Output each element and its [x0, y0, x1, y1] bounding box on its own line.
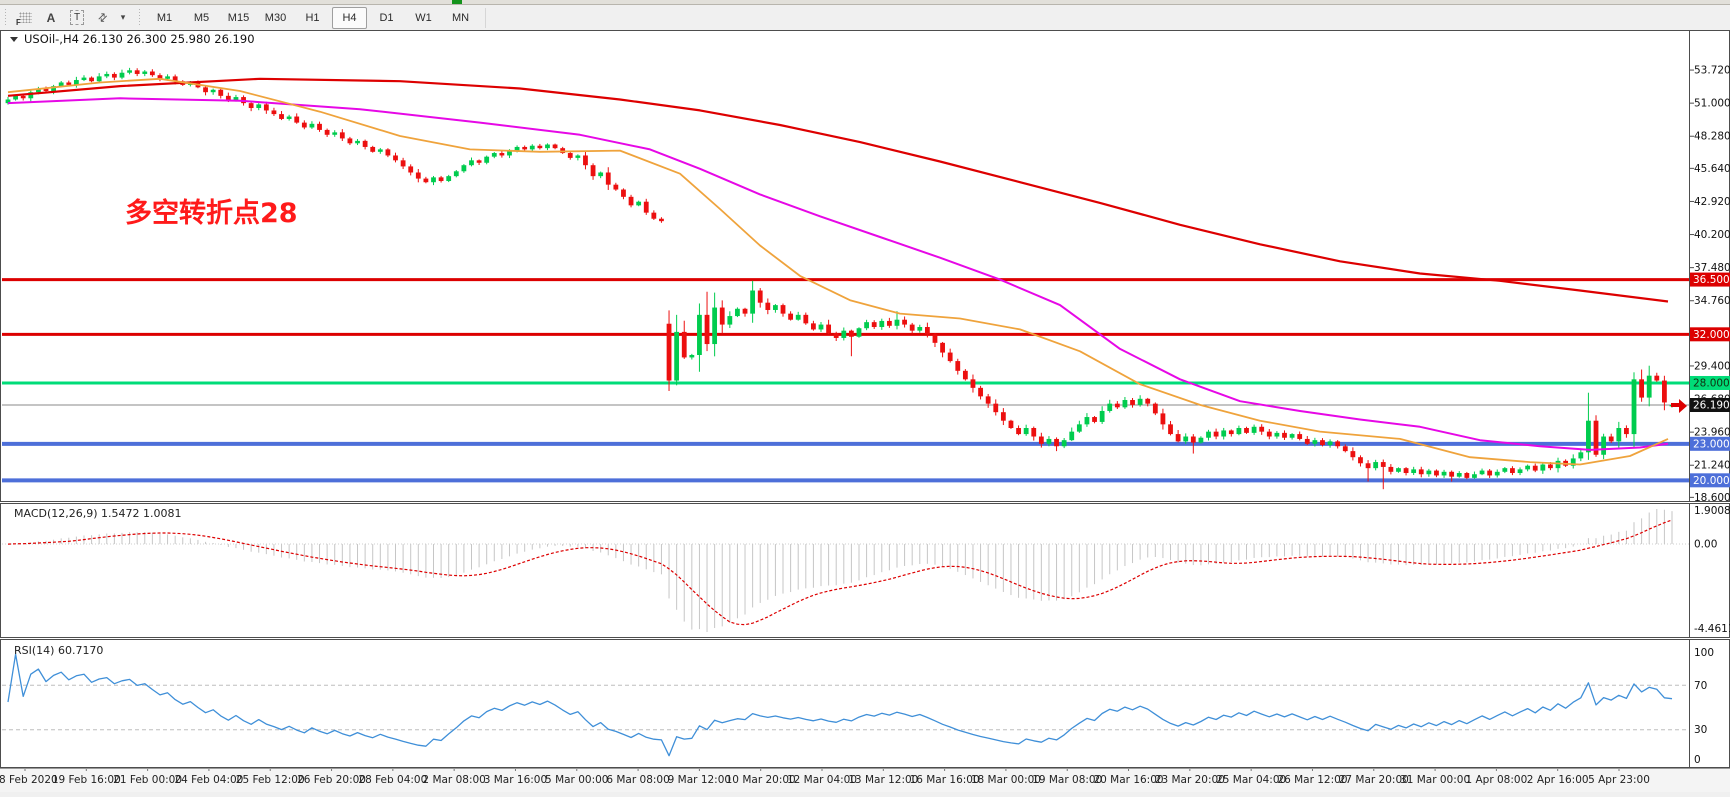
main-chart-plot [2, 67, 1689, 490]
ma-medium-magenta [7, 97, 1669, 451]
sell-arrow-icon [1671, 399, 1687, 414]
macd-scale-label: 0.00 [1694, 539, 1717, 551]
macd-label: MACD(12,26,9) 1.5472 1.0081 [14, 507, 182, 520]
time-axis-label: 2 Mar 08:00 [422, 774, 485, 786]
price-scale[interactable]: 53.720 51.000 48.280 45.640 42.920 40.200 37.4… [1689, 65, 1730, 504]
toolbar-separator [485, 7, 486, 28]
timeframe-button-M30[interactable]: M30 [264, 11, 287, 24]
rsi-scale-label: 0 [1694, 754, 1701, 766]
symbol-title: USOil-,H4 26.130 26.300 25.980 26.190 [24, 32, 255, 46]
price-badge [1690, 327, 1730, 342]
rsi-scale-label: 100 [1694, 647, 1714, 659]
rsi-label: RSI(14) 60.7170 [14, 644, 103, 657]
toolbar: F A T ⇄ ▾ M1 M5 M15 M30 H1 H4 D1 W1 MN [0, 5, 1730, 30]
time-axis-label: 1 Apr 08:00 [1465, 774, 1527, 786]
time-axis-label: 26 Feb 20:00 [297, 774, 366, 786]
price-badge-label: 23.000 [1693, 438, 1730, 450]
chart-window[interactable]: 53.720 51.000 48.280 45.640 42.920 40.200 37.4… [0, 30, 1730, 792]
rsi-line [7, 653, 1673, 757]
price-badge-label: 28.000 [1693, 377, 1730, 389]
window-top-edge [0, 0, 1730, 5]
price-badge-label: 20.000 [1693, 475, 1730, 487]
price-scale-label: 29.400 [1694, 360, 1730, 372]
time-axis-label: 5 Mar 00:00 [545, 774, 608, 786]
time-axis-label: 24 Feb 04:00 [174, 774, 243, 786]
letter-t-icon[interactable]: T [64, 6, 90, 29]
rsi-scale-label: 70 [1694, 680, 1707, 692]
time-axis-label: 19 Feb 16:00 [52, 774, 121, 786]
top-strip-green-indicator [452, 0, 462, 4]
price-badge-label: 36.500 [1693, 274, 1730, 286]
time-axis-label: 6 Mar 08:00 [606, 774, 669, 786]
price-scale-label: 23.960 [1694, 427, 1730, 439]
candles-layer [5, 67, 1675, 490]
price-scale-label: 48.280 [1694, 131, 1730, 143]
time-axis-label: 21 Feb 00:00 [113, 774, 182, 786]
macd-plot [2, 509, 1689, 632]
time-axis-label: 20 Mar 16:00 [1093, 774, 1163, 786]
price-badge-label: 26.190 [1693, 400, 1730, 412]
time-axis-label: 23 Mar 20:00 [1155, 774, 1225, 786]
diagonal-arrows-icon[interactable]: ⇄ [95, 10, 111, 26]
price-scale-label: 53.720 [1694, 65, 1730, 77]
time-axis-label: 31 Mar 00:00 [1400, 774, 1470, 786]
price-badge [1690, 375, 1730, 390]
timeframe-button-W1[interactable]: W1 [415, 11, 432, 24]
macd-scale-label: 1.9008 [1694, 505, 1730, 517]
symbol-expander-icon[interactable] [10, 37, 18, 42]
letter-a-icon[interactable]: A [46, 10, 56, 25]
timeframe-button-H4[interactable]: H4 [332, 6, 367, 29]
price-scale-label: 51.000 [1694, 98, 1730, 110]
time-axis-label: 10 Mar 20:00 [726, 774, 796, 786]
time-axis-label: 16 Mar 16:00 [910, 774, 980, 786]
timeframe-button-H1[interactable]: H1 [305, 11, 320, 24]
macd-scale-label: -4.4611 [1694, 623, 1730, 635]
toolbar-drag-handle[interactable] [138, 8, 142, 27]
time-axis-label: 3 Mar 16:00 [484, 774, 547, 786]
time-axis-label: 9 Mar 12:00 [668, 774, 731, 786]
time-axis-label: 18 Feb 2020 [0, 774, 58, 786]
timeframe-button-D1[interactable]: D1 [379, 11, 394, 24]
time-axis-label: 19 Mar 08:00 [1032, 774, 1102, 786]
price-scale-label: 37.480 [1694, 262, 1730, 274]
timeframe-button-M5[interactable]: M5 [193, 11, 210, 24]
time-axis-label: 25 Feb 12:00 [236, 774, 305, 786]
rsi-scale-label: 30 [1694, 724, 1707, 736]
time-axis-label: 28 Feb 04:00 [358, 774, 427, 786]
time-axis-label: 25 Mar 04:00 [1216, 774, 1286, 786]
time-axis-label: 13 Mar 12:00 [848, 774, 918, 786]
timeframe-button-M1[interactable]: M1 [156, 11, 173, 24]
time-axis-label: 2 Apr 16:00 [1527, 774, 1589, 786]
timeframe-button-M15[interactable]: M15 [227, 11, 250, 24]
rsi-plot [2, 653, 1689, 757]
price-badge [1690, 398, 1730, 413]
time-axis-label: 5 Apr 23:00 [1588, 774, 1650, 786]
caret-down-icon[interactable]: ▾ [120, 12, 126, 22]
macd-signal-line [7, 519, 1673, 626]
ma-slow-red [7, 77, 1669, 303]
macd-histogram [15, 509, 1673, 632]
price-badge [1690, 436, 1730, 451]
price-badge [1690, 272, 1730, 287]
price-scale-label: 34.760 [1694, 295, 1730, 307]
price-scale-label: 45.640 [1694, 163, 1730, 175]
price-badge-label: 32.000 [1693, 329, 1730, 341]
price-scale-label: 40.200 [1694, 229, 1730, 241]
timeframe-bar: M1 M5 M15 M30 H1 H4 D1 W1 MN [146, 6, 479, 29]
chart-annotation[interactable]: 多空转折点28 [125, 197, 298, 229]
price-scale-label: 42.920 [1694, 196, 1730, 208]
time-axis-label: 18 Mar 00:00 [971, 774, 1041, 786]
toolbar-drag-handle[interactable] [4, 8, 8, 27]
price-scale-label: 18.600 [1694, 492, 1730, 504]
grid-f-icon[interactable]: F [12, 6, 38, 29]
chart-canvas[interactable]: 53.720 51.000 48.280 45.640 42.920 40.200 37.4… [0, 30, 1730, 792]
time-axis-label: 27 Mar 20:00 [1339, 774, 1409, 786]
price-scale-label: 21.240 [1694, 460, 1730, 472]
time-axis-label: 12 Mar 04:00 [787, 774, 857, 786]
timeframe-button-MN[interactable]: MN [451, 11, 470, 24]
time-axis-label: 26 Mar 12:00 [1277, 774, 1347, 786]
ma-fast-orange [7, 77, 1669, 466]
price-badge [1690, 473, 1730, 488]
